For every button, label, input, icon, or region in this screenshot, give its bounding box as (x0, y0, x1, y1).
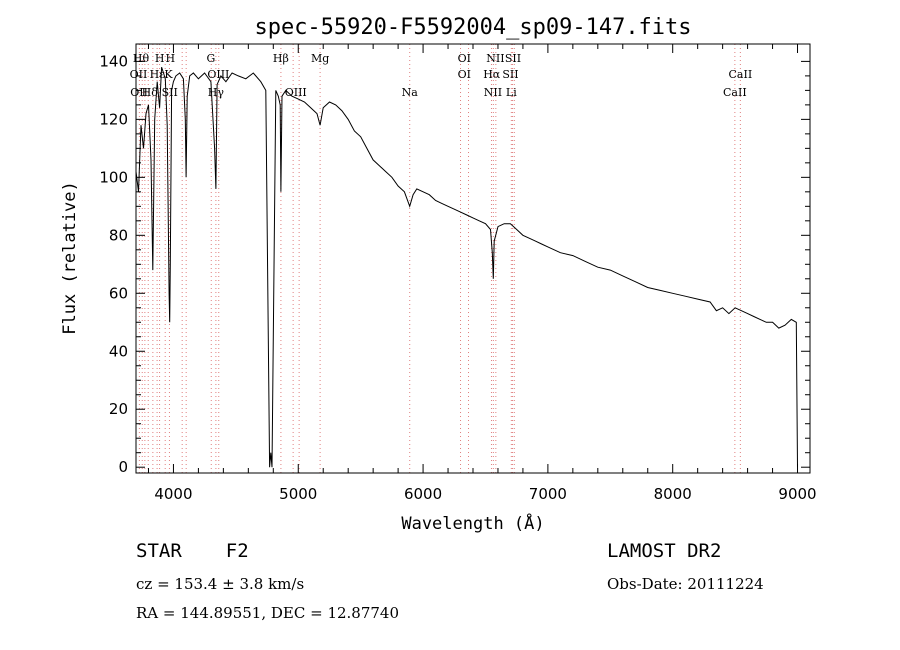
y-tick-label: 140 (99, 52, 128, 70)
obs-date: Obs-Date: 20111224 (607, 575, 764, 593)
spectral-line-label: OIII (285, 86, 307, 99)
x-axis-label: Wavelength (Å) (401, 512, 544, 534)
spectral-line-label: Na (402, 86, 419, 99)
x-tick-label: 6000 (404, 485, 442, 503)
spectral-line-label: Hε (150, 68, 166, 81)
spectral-line-label: SII (505, 52, 521, 65)
x-tick-label: 5000 (279, 485, 317, 503)
spectral-line-label: Mg (311, 52, 329, 65)
spectral-line-label: OI (458, 68, 471, 81)
plot-frame (135, 43, 811, 474)
y-tick-label: 0 (118, 458, 128, 476)
spectrum-line (135, 67, 798, 468)
y-tick-label: 20 (109, 400, 128, 418)
chart-title: spec-55920-F5592004_sp09-147.fits (254, 15, 691, 40)
y-axis: 0 20 40 60 80 100 120 140 (99, 52, 810, 476)
spectral-line-label: OII (130, 86, 148, 99)
y-tick-label: 60 (109, 284, 128, 302)
spectral-line-label: NII (486, 52, 504, 65)
x-tick-label: 9000 (778, 485, 816, 503)
spectral-line-label: SII (162, 86, 178, 99)
spectral-line-label: OIII (207, 68, 229, 81)
spectral-line-label: H (166, 52, 176, 65)
object-class: STAR F2 (136, 540, 249, 562)
object-type: STAR (136, 540, 182, 562)
spectral-line-label: SII (502, 68, 518, 81)
spectral-line-label: NII (484, 86, 502, 99)
spectral-line-label: OII (130, 68, 148, 81)
y-axis-label: Flux (relative) (60, 181, 80, 335)
x-tick-label: 7000 (529, 485, 567, 503)
y-tick-label: 40 (109, 342, 128, 360)
spectral-line-label: K (164, 68, 173, 81)
y-tick-label: 100 (99, 168, 128, 186)
spectral-line-markers (138, 44, 741, 473)
x-axis: 4000 5000 6000 7000 8000 9000 (147, 44, 817, 503)
coordinates-readout: RA = 144.89551, DEC = 12.87740 (136, 604, 400, 622)
spectral-line-label: Hδ (142, 86, 159, 99)
spectral-line-label: OI (458, 52, 471, 65)
spectral-line-label: CaII (729, 68, 753, 81)
y-tick-label: 80 (109, 226, 128, 244)
y-tick-label: 120 (99, 110, 128, 128)
spectral-line-label: Hα (483, 68, 501, 81)
redshift-readout: cz = 153.4 ± 3.8 km/s (136, 575, 305, 593)
spectral-line-label: Hβ (273, 52, 289, 65)
spectral-line-label: G (206, 52, 215, 65)
survey-name: LAMOST DR2 (607, 540, 722, 562)
x-tick-label: 4000 (154, 485, 192, 503)
spectral-line-label: Li (506, 86, 517, 99)
object-subclass: F2 (225, 540, 249, 562)
spectral-line-label: H (155, 52, 165, 65)
x-tick-label: 8000 (654, 485, 692, 503)
spectral-line-label: Hγ (208, 86, 225, 99)
spectral-line-label: Hθ (133, 52, 150, 65)
spectral-line-label: CaII (723, 86, 747, 99)
